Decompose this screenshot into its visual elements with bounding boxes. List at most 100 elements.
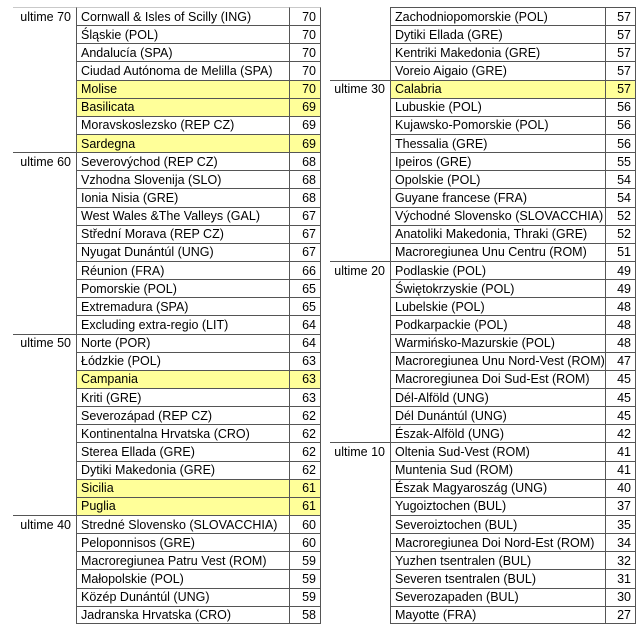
value-cell[interactable]: 52 xyxy=(605,224,636,243)
group-label-cell[interactable] xyxy=(330,243,390,261)
region-cell[interactable]: Peloponnisos (GRE) xyxy=(76,533,289,552)
group-label-cell[interactable] xyxy=(13,406,76,424)
group-label-cell[interactable] xyxy=(330,497,390,515)
group-label-cell[interactable] xyxy=(330,134,390,152)
region-cell[interactable]: Voreio Aigaio (GRE) xyxy=(390,61,605,80)
group-label-cell[interactable] xyxy=(330,388,390,406)
group-label-cell[interactable] xyxy=(13,388,76,406)
value-cell[interactable]: 45 xyxy=(605,369,636,388)
group-label-cell[interactable] xyxy=(330,370,390,388)
value-cell[interactable]: 70 xyxy=(289,43,321,62)
value-cell[interactable]: 63 xyxy=(289,351,321,370)
group-label-cell[interactable] xyxy=(13,116,76,134)
value-cell[interactable]: 69 xyxy=(289,97,321,116)
group-label-cell[interactable] xyxy=(330,279,390,297)
region-cell[interactable]: Stredné Slovensko (SLOVACCHIA) xyxy=(76,514,289,534)
region-cell[interactable]: Oltenia Sud-Vest (ROM) xyxy=(390,442,605,461)
region-cell[interactable]: Észak Magyaroszág (UNG) xyxy=(390,478,605,497)
group-label-cell[interactable]: ultime 30 xyxy=(330,79,390,98)
group-label-cell[interactable] xyxy=(13,461,76,479)
value-cell[interactable]: 37 xyxy=(605,496,636,515)
group-label-cell[interactable] xyxy=(330,7,390,25)
value-cell[interactable]: 59 xyxy=(289,587,321,606)
value-cell[interactable]: 70 xyxy=(289,25,321,44)
region-cell[interactable]: Anatoliki Makedonia, Thraki (GRE) xyxy=(390,224,605,243)
value-cell[interactable]: 64 xyxy=(289,315,321,334)
value-cell[interactable]: 67 xyxy=(289,224,321,243)
region-cell[interactable]: Łódzkie (POL) xyxy=(76,351,289,370)
region-cell[interactable]: Észak-Alföld (UNG) xyxy=(390,424,605,443)
group-label-cell[interactable] xyxy=(330,588,390,606)
region-cell[interactable]: Macroregiunea Unu Nord-Vest (ROM) xyxy=(390,351,605,370)
value-cell[interactable]: 27 xyxy=(605,605,636,624)
group-label-cell[interactable]: ultime 20 xyxy=(330,260,390,279)
value-cell[interactable]: 48 xyxy=(605,315,636,334)
group-label-cell[interactable] xyxy=(330,515,390,533)
region-cell[interactable]: Małopolskie (POL) xyxy=(76,569,289,588)
region-cell[interactable]: Macroregiunea Unu Centru (ROM) xyxy=(390,242,605,261)
group-label-cell[interactable] xyxy=(13,279,76,297)
value-cell[interactable]: 55 xyxy=(605,152,636,171)
region-cell[interactable]: Basilicata xyxy=(76,97,289,116)
region-cell[interactable]: Norte (POR) xyxy=(76,333,289,352)
value-cell[interactable]: 63 xyxy=(289,369,321,388)
group-label-cell[interactable] xyxy=(13,588,76,606)
region-cell[interactable]: Nyugat Dunántúl (UNG) xyxy=(76,242,289,261)
value-cell[interactable]: 40 xyxy=(605,478,636,497)
group-label-cell[interactable] xyxy=(330,315,390,333)
region-cell[interactable]: Extremadura (SPA) xyxy=(76,297,289,316)
region-cell[interactable]: Excluding extra-regio (LIT) xyxy=(76,315,289,334)
value-cell[interactable]: 57 xyxy=(605,43,636,62)
group-label-cell[interactable]: ultime 60 xyxy=(13,152,76,170)
group-label-cell[interactable] xyxy=(13,533,76,551)
value-cell[interactable]: 70 xyxy=(289,7,321,26)
value-cell[interactable]: 61 xyxy=(289,478,321,497)
value-cell[interactable]: 51 xyxy=(605,242,636,261)
group-label-cell[interactable] xyxy=(330,116,390,134)
region-cell[interactable]: Sterea Ellada (GRE) xyxy=(76,442,289,461)
region-cell[interactable]: Calabria xyxy=(390,79,605,98)
group-label-cell[interactable] xyxy=(13,442,76,460)
region-cell[interactable]: Świętokrzyskie (POL) xyxy=(390,279,605,298)
region-cell[interactable]: Ionia Nisia (GRE) xyxy=(76,188,289,207)
region-cell[interactable]: Ciudad Autónoma de Melilla (SPA) xyxy=(76,61,289,80)
group-label-cell[interactable]: ultime 70 xyxy=(13,7,76,25)
group-label-cell[interactable] xyxy=(330,25,390,43)
group-label-cell[interactable] xyxy=(330,352,390,370)
value-cell[interactable]: 41 xyxy=(605,460,636,479)
value-cell[interactable]: 31 xyxy=(605,569,636,588)
value-cell[interactable]: 45 xyxy=(605,387,636,407)
region-cell[interactable]: Lubuskie (POL) xyxy=(390,97,605,116)
value-cell[interactable]: 67 xyxy=(289,206,321,225)
value-cell[interactable]: 49 xyxy=(605,279,636,298)
value-cell[interactable]: 34 xyxy=(605,533,636,552)
value-cell[interactable]: 68 xyxy=(289,170,321,189)
group-label-cell[interactable] xyxy=(13,43,76,61)
value-cell[interactable]: 56 xyxy=(605,97,636,116)
value-cell[interactable]: 57 xyxy=(605,79,636,98)
region-cell[interactable]: Molise xyxy=(76,79,289,98)
value-cell[interactable]: 42 xyxy=(605,424,636,443)
group-label-cell[interactable] xyxy=(330,406,390,424)
region-cell[interactable]: Ipeiros (GRE) xyxy=(390,152,605,171)
group-label-cell[interactable] xyxy=(13,134,76,152)
group-label-cell[interactable] xyxy=(330,569,390,587)
region-cell[interactable]: Puglia xyxy=(76,496,289,515)
region-cell[interactable]: Střední Morava (REP CZ) xyxy=(76,224,289,243)
value-cell[interactable]: 64 xyxy=(289,333,321,352)
group-label-cell[interactable] xyxy=(330,297,390,315)
value-cell[interactable]: 54 xyxy=(605,170,636,189)
region-cell[interactable]: Śląskie (POL) xyxy=(76,25,289,44)
value-cell[interactable]: 57 xyxy=(605,7,636,26)
value-cell[interactable]: 69 xyxy=(289,133,321,153)
value-cell[interactable]: 70 xyxy=(289,79,321,98)
value-cell[interactable]: 52 xyxy=(605,206,636,225)
value-cell[interactable]: 65 xyxy=(289,297,321,316)
value-cell[interactable]: 57 xyxy=(605,25,636,44)
group-label-cell[interactable] xyxy=(330,606,390,624)
value-cell[interactable]: 63 xyxy=(289,387,321,407)
region-cell[interactable]: Muntenia Sud (ROM) xyxy=(390,460,605,479)
region-cell[interactable]: Pomorskie (POL) xyxy=(76,279,289,298)
region-cell[interactable]: Moravskoslezsko (REP CZ) xyxy=(76,115,289,134)
region-cell[interactable]: Andalucía (SPA) xyxy=(76,43,289,62)
